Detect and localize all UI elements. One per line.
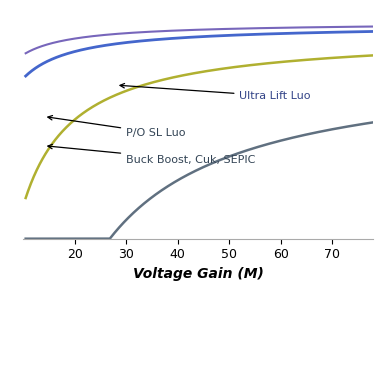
X-axis label: Voltage Gain (M): Voltage Gain (M)	[133, 267, 264, 281]
Text: Ultra Lift Luo: Ultra Lift Luo	[120, 84, 311, 101]
Text: Buck Boost, Cuk, SEPIC: Buck Boost, Cuk, SEPIC	[48, 144, 256, 165]
Text: P/O SL Luo: P/O SL Luo	[48, 116, 186, 138]
